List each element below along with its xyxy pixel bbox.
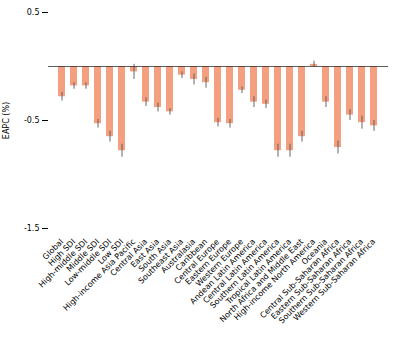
svg-text:Global: Global bbox=[40, 237, 66, 262]
svg-text:-0.5: -0.5 bbox=[24, 116, 40, 125]
svg-text:Central Asia: Central Asia bbox=[108, 237, 150, 278]
svg-text:Andean Latin America: Andean Latin America bbox=[188, 237, 258, 307]
svg-text:Low SDI: Low SDI bbox=[96, 237, 126, 267]
svg-text:Tropical Latin America: Tropical Latin America bbox=[224, 237, 294, 307]
svg-text:EAPC (%): EAPC (%) bbox=[2, 102, 11, 139]
svg-text:Southeast Asia: Southeast Asia bbox=[136, 237, 186, 286]
svg-text:Oceania: Oceania bbox=[299, 237, 330, 267]
svg-text:Southern Latin America: Southern Latin America bbox=[208, 237, 282, 311]
svg-text:Eastern Sub-Saharan Africa: Eastern Sub-Saharan Africa bbox=[269, 237, 354, 322]
svg-text:Central Europe: Central Europe bbox=[172, 237, 222, 286]
svg-text:Caribbean: Caribbean bbox=[173, 237, 210, 273]
svg-text:Central Sub-Saharan Africa: Central Sub-Saharan Africa bbox=[258, 237, 342, 321]
svg-text:South Asia: South Asia bbox=[136, 237, 174, 274]
svg-text:Middle SDI: Middle SDI bbox=[64, 237, 102, 274]
svg-text:High-income Asia Pacific: High-income Asia Pacific bbox=[62, 237, 138, 313]
svg-text:High-income North America: High-income North America bbox=[232, 237, 318, 323]
svg-text:East Asia: East Asia bbox=[129, 237, 162, 270]
svg-text:-1.5: -1.5 bbox=[24, 224, 40, 233]
svg-text:Western Sub-Saharan Africa: Western Sub-Saharan Africa bbox=[292, 237, 378, 323]
svg-text:High-middle SDI: High-middle SDI bbox=[37, 237, 90, 290]
svg-text:Eastern Europe: Eastern Europe bbox=[183, 237, 234, 287]
svg-text:High SDI: High SDI bbox=[46, 237, 78, 268]
svg-text:Australasia: Australasia bbox=[159, 237, 198, 275]
svg-text:Southern Sub-Saharan Africa: Southern Sub-Saharan Africa bbox=[277, 237, 365, 325]
svg-text:North Africa and Middle East: North Africa and Middle East bbox=[218, 237, 306, 325]
svg-text:0.5: 0.5 bbox=[27, 8, 40, 17]
svg-text:Central Latin America: Central Latin America bbox=[201, 237, 270, 306]
svg-text:Low-middle SDI: Low-middle SDI bbox=[62, 237, 114, 288]
svg-text:Western Europe: Western Europe bbox=[194, 237, 246, 289]
